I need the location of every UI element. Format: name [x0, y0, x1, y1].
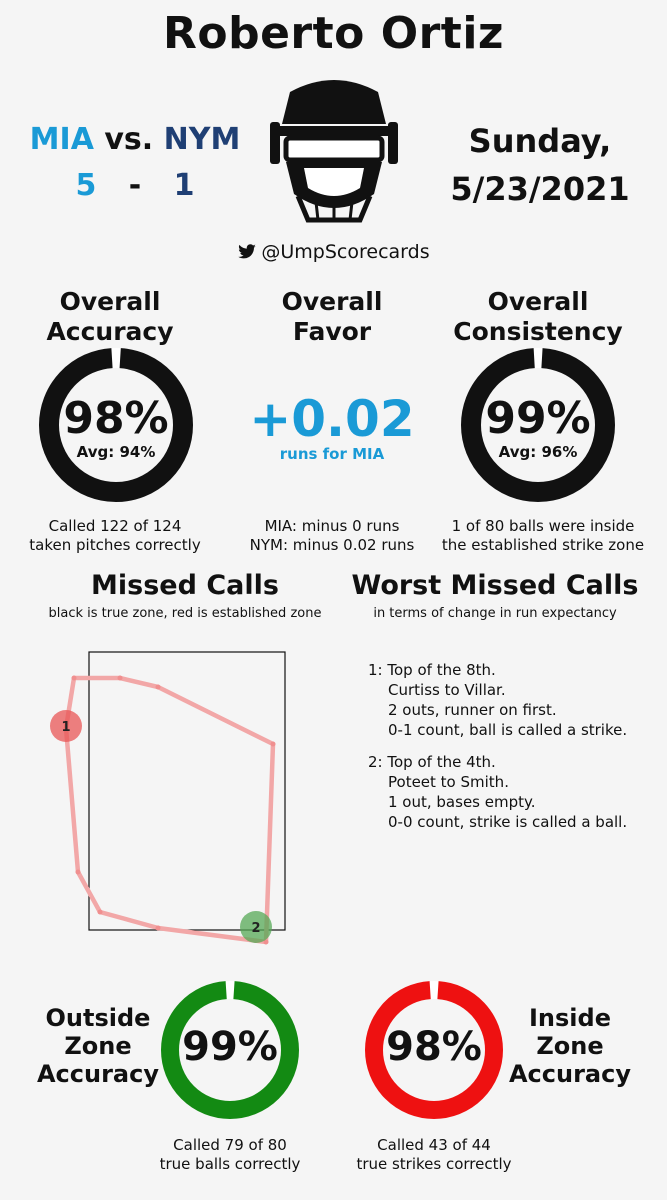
missed-call-1-dot	[50, 710, 82, 742]
established-strike-zone	[63, 675, 276, 945]
outside-zone-caption: Called 79 of 80 true balls correctly	[140, 1136, 320, 1174]
true-strike-zone	[88, 651, 286, 931]
worst-call-2-result: 0-0 count, strike is called a ball.	[388, 813, 628, 831]
accuracy-avg: Avg: 94%	[76, 443, 156, 461]
worst-call-2-num: 2:	[368, 753, 383, 771]
game-date: 5/23/2021	[450, 170, 630, 208]
score-dash: -	[128, 168, 142, 203]
worst-call-1-inning: Top of the 8th.	[387, 661, 496, 679]
worst-call-1-matchup: Curtiss to Villar.	[388, 681, 506, 699]
umpire-mask-icon	[270, 80, 398, 223]
favor-title: Overall Favor	[232, 287, 432, 347]
outside-zone-label-line3: Accuracy	[36, 1060, 159, 1088]
game-day: Sunday,	[468, 122, 612, 160]
twitter-handle[interactable]: @UmpScorecards	[0, 241, 667, 263]
outside-zone-ring-fill	[161, 981, 299, 1119]
worst-call-1: 1: Top of the 8th. Curtiss to Villar. 2 …	[368, 660, 658, 740]
favor-subtitle: runs for MIA	[279, 445, 385, 463]
inside-zone-label-line2: Zone	[536, 1032, 604, 1060]
accuracy-title-line2: Accuracy	[46, 317, 174, 346]
outside-zone-ring	[161, 981, 299, 1119]
worst-call-2-inning: Top of the 4th.	[387, 753, 496, 771]
worst-call-2: 2: Top of the 4th. Poteet to Smith. 1 ou…	[368, 752, 658, 832]
missed-calls-title: Missed Calls	[91, 570, 279, 601]
inside-zone-label-line3: Accuracy	[508, 1060, 631, 1088]
missed-call-marker-2: 2	[240, 911, 272, 943]
outside-zone-caption-line2: true balls correctly	[159, 1155, 301, 1173]
home-team: NYM	[163, 122, 241, 157]
outside-zone-caption-line1: Called 79 of 80	[173, 1136, 287, 1154]
missed-call-2-label: 2	[251, 921, 260, 936]
missed-call-2-dot	[240, 911, 272, 943]
outside-zone-label: Outside Zone Accuracy	[18, 1004, 178, 1088]
outside-zone-label-line1: Outside	[45, 1004, 151, 1032]
worst-call-1-num: 1:	[368, 661, 383, 679]
score: 5 - 1	[20, 168, 250, 203]
accuracy-value: 98%	[63, 393, 169, 444]
away-score: 5	[75, 168, 97, 203]
consistency-caption-line2: the established strike zone	[441, 536, 645, 554]
consistency-caption: 1 of 80 balls were inside the establishe…	[428, 517, 658, 555]
consistency-title: Overall Consistency	[438, 287, 638, 347]
inside-zone-label-line1: Inside	[529, 1004, 611, 1032]
consistency-avg: Avg: 96%	[498, 443, 578, 461]
accuracy-title: Overall Accuracy	[10, 287, 210, 347]
worst-call-1-situation: 2 outs, runner on first.	[388, 701, 557, 719]
favor-caption-line1: MIA: minus 0 runs	[264, 517, 400, 535]
inside-zone-ring-fill	[365, 981, 503, 1119]
inside-zone-label: Inside Zone Accuracy	[490, 1004, 650, 1088]
home-score: 1	[173, 168, 195, 203]
matchup: MIA vs. NYM	[20, 122, 250, 157]
outside-zone-label-line2: Zone	[64, 1032, 132, 1060]
consistency-value: 99%	[485, 393, 591, 444]
inside-zone-ring	[365, 981, 503, 1119]
favor-value: +0.02	[249, 390, 415, 448]
worst-call-2-matchup: Poteet to Smith.	[388, 773, 509, 791]
favor-caption: MIA: minus 0 runs NYM: minus 0.02 runs	[222, 517, 442, 555]
accuracy-ring-fill	[39, 348, 193, 502]
umpire-name: Roberto Ortiz	[162, 8, 505, 59]
inside-zone-value: 98%	[386, 1024, 482, 1070]
consistency-title-line2: Consistency	[453, 317, 623, 346]
accuracy-caption: Called 122 of 124 taken pitches correctl…	[10, 517, 220, 555]
worst-missed-title: Worst Missed Calls	[351, 570, 639, 601]
favor-title-line2: Favor	[292, 317, 372, 346]
consistency-ring-fill	[461, 348, 615, 502]
worst-call-2-situation: 1 out, bases empty.	[388, 793, 536, 811]
missed-calls-subtitle: black is true zone, red is established z…	[48, 606, 322, 621]
vs-text: vs.	[104, 122, 154, 157]
accuracy-title-line1: Overall	[59, 287, 161, 316]
consistency-title-line1: Overall	[487, 287, 589, 316]
favor-caption-line2: NYM: minus 0.02 runs	[249, 536, 415, 554]
zone-vertices	[71, 675, 276, 945]
worst-missed-subtitle: in terms of change in run expectancy	[373, 606, 617, 621]
inside-zone-caption-line1: Called 43 of 44	[377, 1136, 491, 1154]
missed-call-1-label: 1	[61, 720, 70, 735]
favor-title-line1: Overall	[281, 287, 383, 316]
inside-zone-caption: Called 43 of 44 true strikes correctly	[344, 1136, 524, 1174]
consistency-caption-line1: 1 of 80 balls were inside	[451, 517, 635, 535]
twitter-handle-text: @UmpScorecards	[261, 241, 430, 263]
accuracy-caption-line2: taken pitches correctly	[29, 536, 201, 554]
missed-call-marker-1: 1	[50, 710, 82, 742]
away-team: MIA	[29, 122, 94, 157]
outside-zone-value: 99%	[182, 1024, 278, 1070]
accuracy-ring	[39, 348, 193, 502]
strike-zone-plot: 1 2	[50, 651, 286, 945]
accuracy-caption-line1: Called 122 of 124	[48, 517, 182, 535]
twitter-bird-icon	[238, 244, 257, 259]
inside-zone-caption-line2: true strikes correctly	[356, 1155, 512, 1173]
worst-call-1-result: 0-1 count, ball is called a strike.	[388, 721, 628, 739]
consistency-ring	[461, 348, 615, 502]
